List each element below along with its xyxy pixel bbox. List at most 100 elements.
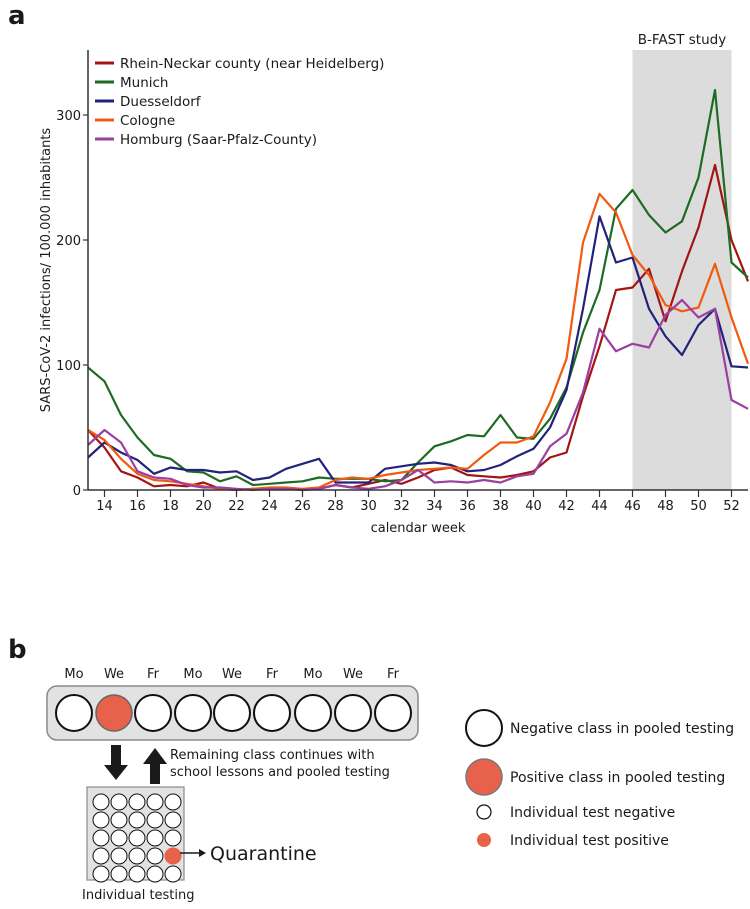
positive-pool-circle <box>95 694 133 732</box>
legend-entry: Homburg (Saar-Pfalz-County) <box>120 132 317 148</box>
x-tick-label: 32 <box>393 499 410 514</box>
legend-entry: Duesseldorf <box>120 94 202 110</box>
y-ticks: 0 100 200 300 <box>56 109 88 499</box>
negative-pool-circle <box>55 694 93 732</box>
x-ticks: 14 16 18 20 22 24 26 28 30 32 34 36 38 40 42 44 46 48 50 52 <box>96 490 740 514</box>
negative-individual-circle <box>128 811 146 829</box>
x-tick-label: 34 <box>426 499 443 514</box>
negative-individual-circle <box>110 829 128 847</box>
x-tick-label: 22 <box>228 499 245 514</box>
day-label: Mo <box>303 667 322 682</box>
negative-individual-circle <box>110 847 128 865</box>
series-line-1 <box>87 88 749 487</box>
x-tick-label: 40 <box>525 499 542 514</box>
negative-individual-circle <box>146 829 164 847</box>
legend-entry: Munich <box>120 75 169 91</box>
day-label: Mo <box>183 667 202 682</box>
x-tick-label: 46 <box>624 499 641 514</box>
negative-individual-circle <box>128 847 146 865</box>
pooled-tests <box>55 694 412 732</box>
chart-legend: Rhein-Neckar county (near Heidelberg) Mun… <box>95 56 384 148</box>
day-label: Fr <box>387 667 400 682</box>
x-tick-label: 42 <box>558 499 575 514</box>
x-tick-label: 18 <box>162 499 179 514</box>
diagram-legend: Negative class in pooled testing Positiv… <box>465 709 734 849</box>
positive-individual-circle <box>164 847 182 865</box>
x-tick-label: 36 <box>459 499 476 514</box>
negative-individual-circle <box>92 865 110 883</box>
negative-pool-circle <box>174 694 212 732</box>
individual-testing-label: Individual testing <box>82 888 195 903</box>
legend-entry: Cologne <box>120 113 175 129</box>
negative-individual-circle <box>128 829 146 847</box>
negative-pool-circle <box>374 694 412 732</box>
y-tick-label: 0 <box>73 484 81 499</box>
y-axis-label: SARS-CoV-2 infections/ 100.000 inhabitan… <box>39 128 54 413</box>
series-lines <box>87 88 750 492</box>
series-line-2 <box>87 215 749 484</box>
series-line-4 <box>87 298 749 492</box>
legend-positive-individual: Individual test positive <box>510 833 669 849</box>
b-fast-study-label: B-FAST study <box>638 32 726 48</box>
day-label: Fr <box>147 667 160 682</box>
x-axis-label: calendar week <box>371 521 466 536</box>
quarantine-label: Quarantine <box>210 843 317 865</box>
negative-individual-circle <box>164 793 182 811</box>
day-labels: Mo We Fr Mo We Fr Mo We Fr <box>64 667 399 682</box>
negative-individual-circle <box>128 793 146 811</box>
negative-individual-circle <box>164 811 182 829</box>
return-note-line1: Remaining class continues with <box>170 748 375 763</box>
negative-individual-circle <box>146 793 164 811</box>
down-arrow-icon <box>104 745 128 780</box>
x-tick-label: 24 <box>261 499 278 514</box>
x-tick-label: 52 <box>723 499 740 514</box>
x-tick-label: 48 <box>657 499 674 514</box>
right-arrow-icon <box>180 849 206 857</box>
negative-individual-circle <box>110 865 128 883</box>
x-tick-label: 16 <box>129 499 146 514</box>
negative-pool-symbol <box>465 709 503 747</box>
y-tick-label: 300 <box>56 109 81 124</box>
return-note-line2: school lessons and pooled testing <box>170 765 390 780</box>
legend-entry: Rhein-Neckar county (near Heidelberg) <box>120 56 384 72</box>
negative-pool-circle <box>334 694 372 732</box>
negative-individual-circle <box>146 811 164 829</box>
negative-pool-circle <box>294 694 332 732</box>
x-tick-label: 28 <box>327 499 344 514</box>
negative-individual-circle <box>110 811 128 829</box>
y-tick-label: 100 <box>56 359 81 374</box>
legend-negative-pool: Negative class in pooled testing <box>510 721 734 737</box>
negative-individual-circle <box>92 811 110 829</box>
individual-tests <box>92 793 182 883</box>
x-tick-label: 26 <box>294 499 311 514</box>
positive-pool-symbol <box>465 758 503 796</box>
positive-individual-symbol <box>477 833 491 847</box>
negative-individual-circle <box>164 829 182 847</box>
up-arrow-icon <box>143 748 167 784</box>
y-tick-label: 200 <box>56 234 81 249</box>
negative-individual-circle <box>146 847 164 865</box>
x-tick-label: 50 <box>690 499 707 514</box>
negative-individual-circle <box>92 829 110 847</box>
x-tick-label: 30 <box>360 499 377 514</box>
negative-pool-circle <box>253 694 291 732</box>
legend-negative-individual: Individual test negative <box>510 805 675 821</box>
x-tick-label: 14 <box>96 499 113 514</box>
x-tick-label: 44 <box>591 499 608 514</box>
day-label: We <box>104 667 124 682</box>
day-label: We <box>343 667 363 682</box>
negative-individual-symbol <box>476 804 492 820</box>
panel-label-a: a <box>8 1 26 31</box>
legend-positive-pool: Positive class in pooled testing <box>510 770 725 786</box>
negative-pool-circle <box>213 694 251 732</box>
negative-individual-circle <box>110 793 128 811</box>
negative-individual-circle <box>146 865 164 883</box>
day-label: Mo <box>64 667 83 682</box>
negative-individual-circle <box>92 793 110 811</box>
negative-individual-circle <box>128 865 146 883</box>
panel-label-b: b <box>8 635 27 665</box>
day-label: We <box>222 667 242 682</box>
negative-pool-circle <box>134 694 172 732</box>
x-tick-label: 38 <box>492 499 509 514</box>
